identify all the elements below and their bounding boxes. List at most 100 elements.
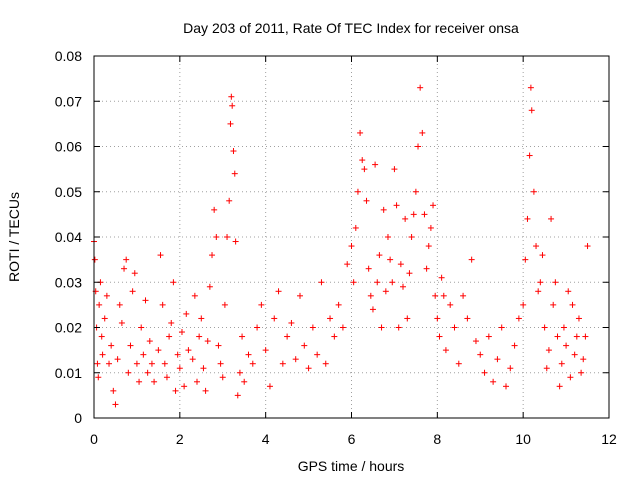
data-point [314,351,321,358]
data-point [406,270,413,277]
data-point [194,378,200,385]
data-point [575,315,582,322]
data-point [580,356,587,363]
data-point [206,283,213,290]
data-point [432,292,439,299]
data-point [189,356,196,363]
x-tick-label: 2 [176,431,184,447]
data-point [266,383,273,390]
data-point [305,365,312,372]
data-point [578,369,585,376]
data-point [361,166,368,173]
data-point [254,324,261,331]
data-point [442,347,449,354]
y-tick-label: 0.08 [55,48,82,64]
data-point [382,288,389,295]
data-point [436,333,443,340]
y-tick-label: 0 [74,410,82,426]
data-point [200,365,207,372]
data-point [552,279,559,286]
data-point [183,310,190,317]
data-point [116,301,123,308]
data-point [112,401,119,408]
data-point [387,256,394,263]
data-point [241,378,248,385]
data-point [425,243,432,250]
data-point [318,279,325,286]
data-point [477,351,484,358]
data-point [357,129,364,136]
chart-title: Day 203 of 2011, Rate Of TEC Index for r… [183,20,519,36]
data-point [133,360,140,367]
data-point [481,369,488,376]
data-point [423,265,430,272]
data-point [174,351,181,358]
data-point [297,292,303,299]
data-point [129,288,136,295]
data-point [146,338,153,345]
data-point [526,152,533,159]
data-point [369,306,376,313]
data-point [163,374,170,381]
data-point [99,351,106,358]
data-point [438,274,445,281]
data-point [468,256,475,263]
data-point [140,351,147,358]
x-tick-labels: 0 2 4 6 8 10 12 [90,431,617,447]
data-point [573,333,580,340]
data-point [213,234,220,240]
y-tick-labels: 0 0.01 0.02 0.03 0.04 0.05 0.06 0.07 0.08 [55,48,82,426]
data-point [537,279,544,286]
data-point [161,360,168,367]
data-point [219,374,226,381]
data-point [292,356,299,363]
data-points [91,84,591,408]
grid-lines [94,56,609,418]
data-point [279,360,286,367]
data-point [245,351,252,358]
data-point [421,211,428,218]
data-point [372,161,379,168]
x-axis-label: GPS time / hours [298,458,405,474]
x-tick-label: 6 [348,431,356,447]
data-point [191,292,198,299]
data-point [228,93,235,100]
data-point [541,324,548,331]
data-point [234,392,241,399]
data-point [224,234,231,240]
data-point [494,356,501,363]
data-point [397,261,404,268]
data-point [209,252,216,259]
data-point [380,206,387,213]
data-point [498,324,505,331]
data-point [545,347,552,354]
data-point [231,170,238,177]
data-point [389,279,396,286]
data-point [384,234,391,240]
data-point [136,378,143,385]
data-point [556,383,563,390]
data-point [121,265,128,272]
data-point [410,211,417,218]
data-point [249,360,256,367]
data-point [271,315,278,322]
data-point [95,374,102,381]
x-tick-label: 12 [601,431,617,447]
data-point [412,188,419,195]
data-point [427,224,434,231]
data-point [352,224,359,231]
data-point [144,369,151,376]
data-point [365,265,372,272]
data-point [335,301,342,308]
data-point [533,243,540,250]
data-point [170,279,177,286]
data-point [550,301,557,308]
y-tick-label: 0.07 [55,93,82,109]
data-point [108,342,115,349]
data-point [196,333,203,340]
data-point [402,215,409,222]
data-point [527,84,534,91]
data-point [460,292,467,299]
data-point [348,243,355,250]
